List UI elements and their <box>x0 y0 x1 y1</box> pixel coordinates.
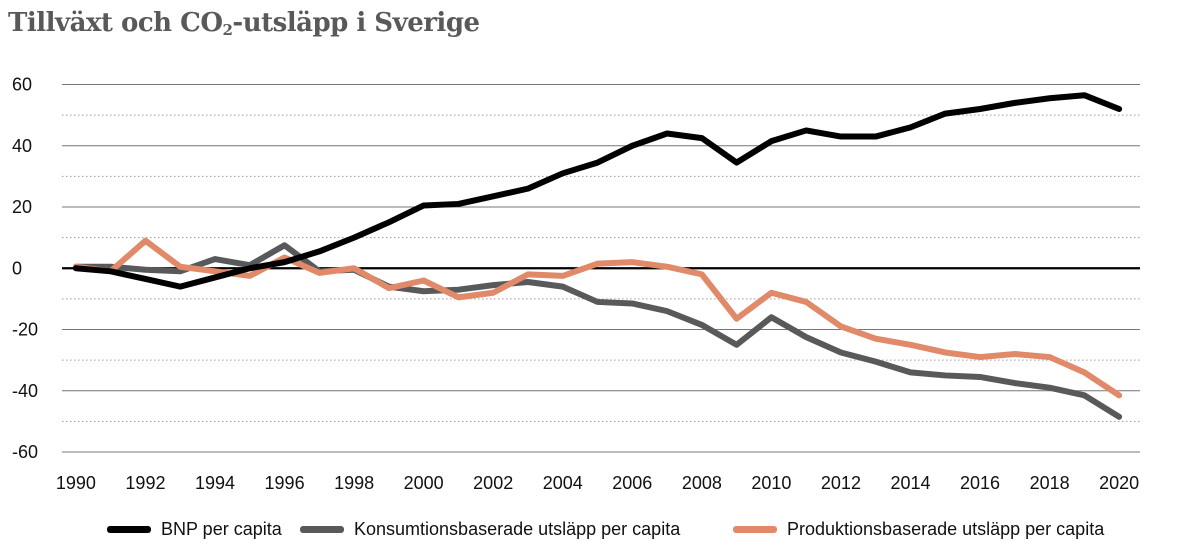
x-tick-label: 2010 <box>751 473 791 493</box>
x-tick-label: 2014 <box>890 473 930 493</box>
chart-title-subscript: 2 <box>222 21 233 39</box>
x-tick-label: 2002 <box>473 473 513 493</box>
x-tick-label: 2006 <box>612 473 652 493</box>
chart-title-rest: -utsläpp i Sverige <box>232 8 480 38</box>
x-tick-label: 2012 <box>821 473 861 493</box>
y-tick-label: -20 <box>12 320 38 340</box>
legend: BNP per capita Konsumtionsbaserade utslä… <box>0 519 1180 549</box>
x-tick-label: 1994 <box>195 473 235 493</box>
legend-item-produktion: Produktionsbaserade utsläpp per capita <box>733 519 1104 540</box>
x-axis-ticks: 1990 1992 1994 1996 1998 2000 2002 2004 2006 2008… <box>56 473 1139 493</box>
legend-item-konsumtion: Konsumtionsbaserade utsläpp per capita <box>300 519 680 540</box>
x-tick-label: 1992 <box>125 473 165 493</box>
grid-layer <box>62 84 1140 453</box>
legend-item-bnp: BNP per capita <box>107 519 282 540</box>
x-tick-label: 2008 <box>682 473 722 493</box>
y-tick-label: 60 <box>12 75 32 95</box>
x-tick-label: 2020 <box>1099 473 1139 493</box>
y-tick-label: 0 <box>12 258 22 278</box>
series-layer <box>72 92 1123 420</box>
legend-swatch-produktion <box>733 526 777 533</box>
x-tick-label: 2004 <box>543 473 583 493</box>
x-tick-label: 2000 <box>404 473 444 493</box>
y-tick-label: -40 <box>12 381 38 401</box>
legend-swatch-konsumtion <box>300 526 344 533</box>
x-tick-label: 2018 <box>1030 473 1070 493</box>
legend-label-bnp: BNP per capita <box>161 519 282 539</box>
chart-title-main: Tillväxt och CO <box>8 8 223 38</box>
y-tick-label: 20 <box>12 197 32 217</box>
legend-swatch-bnp <box>107 526 151 533</box>
x-tick-label: 1996 <box>265 473 305 493</box>
legend-label-konsumtion: Konsumtionsbaserade utsläpp per capita <box>354 519 681 539</box>
x-tick-label: 2016 <box>960 473 1000 493</box>
series-line-produktion <box>72 237 1123 399</box>
legend-label-produktion: Produktionsbaserade utsläpp per capita <box>787 519 1105 539</box>
y-tick-label: -60 <box>12 442 38 462</box>
y-tick-label: 40 <box>12 136 32 156</box>
series-line-bnp <box>72 92 1123 290</box>
x-tick-label: 1998 <box>334 473 374 493</box>
y-axis-ticks: 60 40 20 0 -20 -40 -60 <box>12 75 38 463</box>
x-tick-label: 1990 <box>56 473 96 493</box>
series-line-konsumtion <box>72 242 1123 420</box>
chart-title: Tillväxt och CO2-utsläpp i Sverige <box>8 8 480 39</box>
